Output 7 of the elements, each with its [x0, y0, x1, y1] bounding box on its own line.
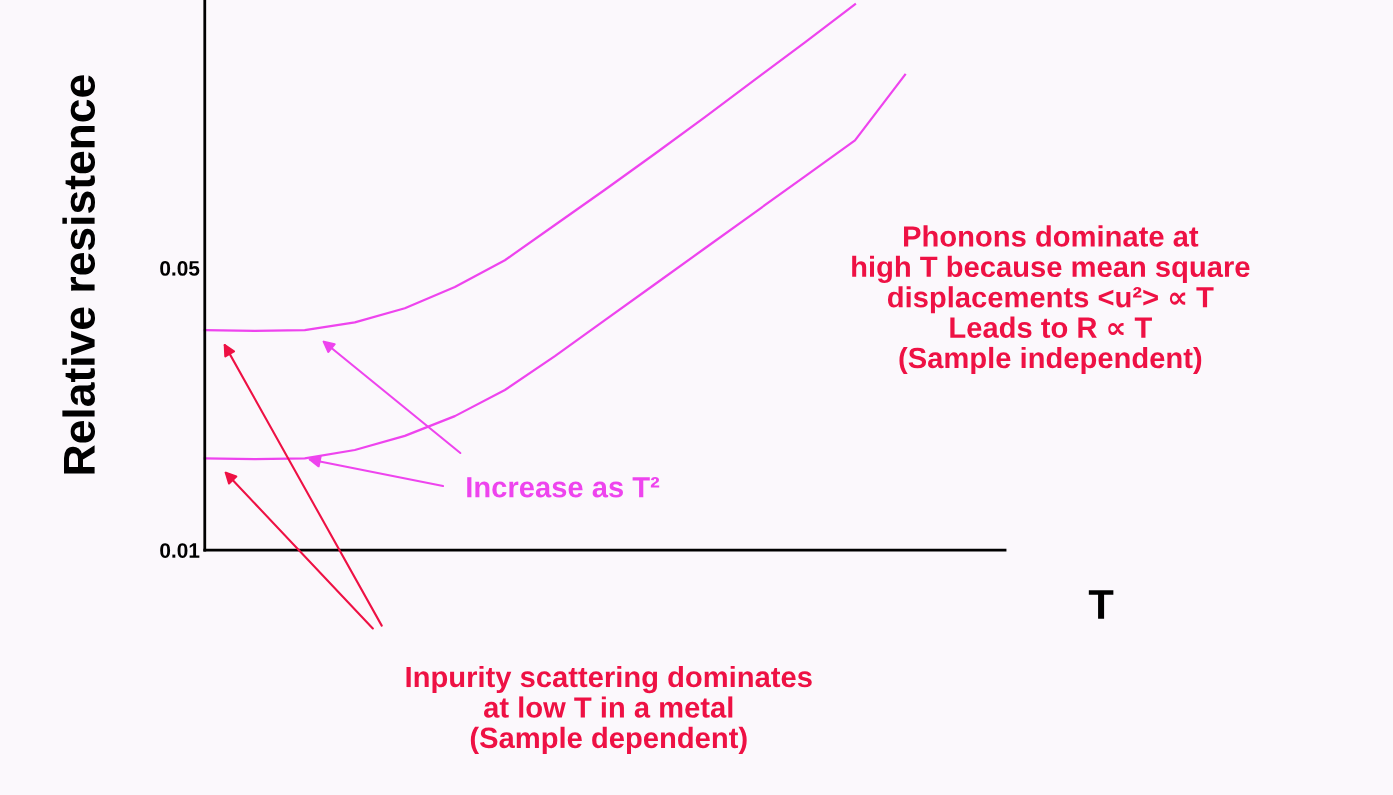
y-tick-label: 0.01: [160, 543, 200, 558]
annotation: Phonons dominate at high T because mean square displacements <u²> ∝ T Leads to R ∝ T (Sample independent): [852, 225, 1250, 375]
y-axis-title: Relative resistence: [62, 75, 96, 474]
text: Inpurity scattering dominates at low T in a metal (Sample dependent): [406, 665, 812, 754]
annotation: Increase as T²: [467, 476, 660, 498]
x-axis-title: T: [1088, 590, 1114, 619]
y-tick-label: 0.05: [160, 261, 200, 276]
